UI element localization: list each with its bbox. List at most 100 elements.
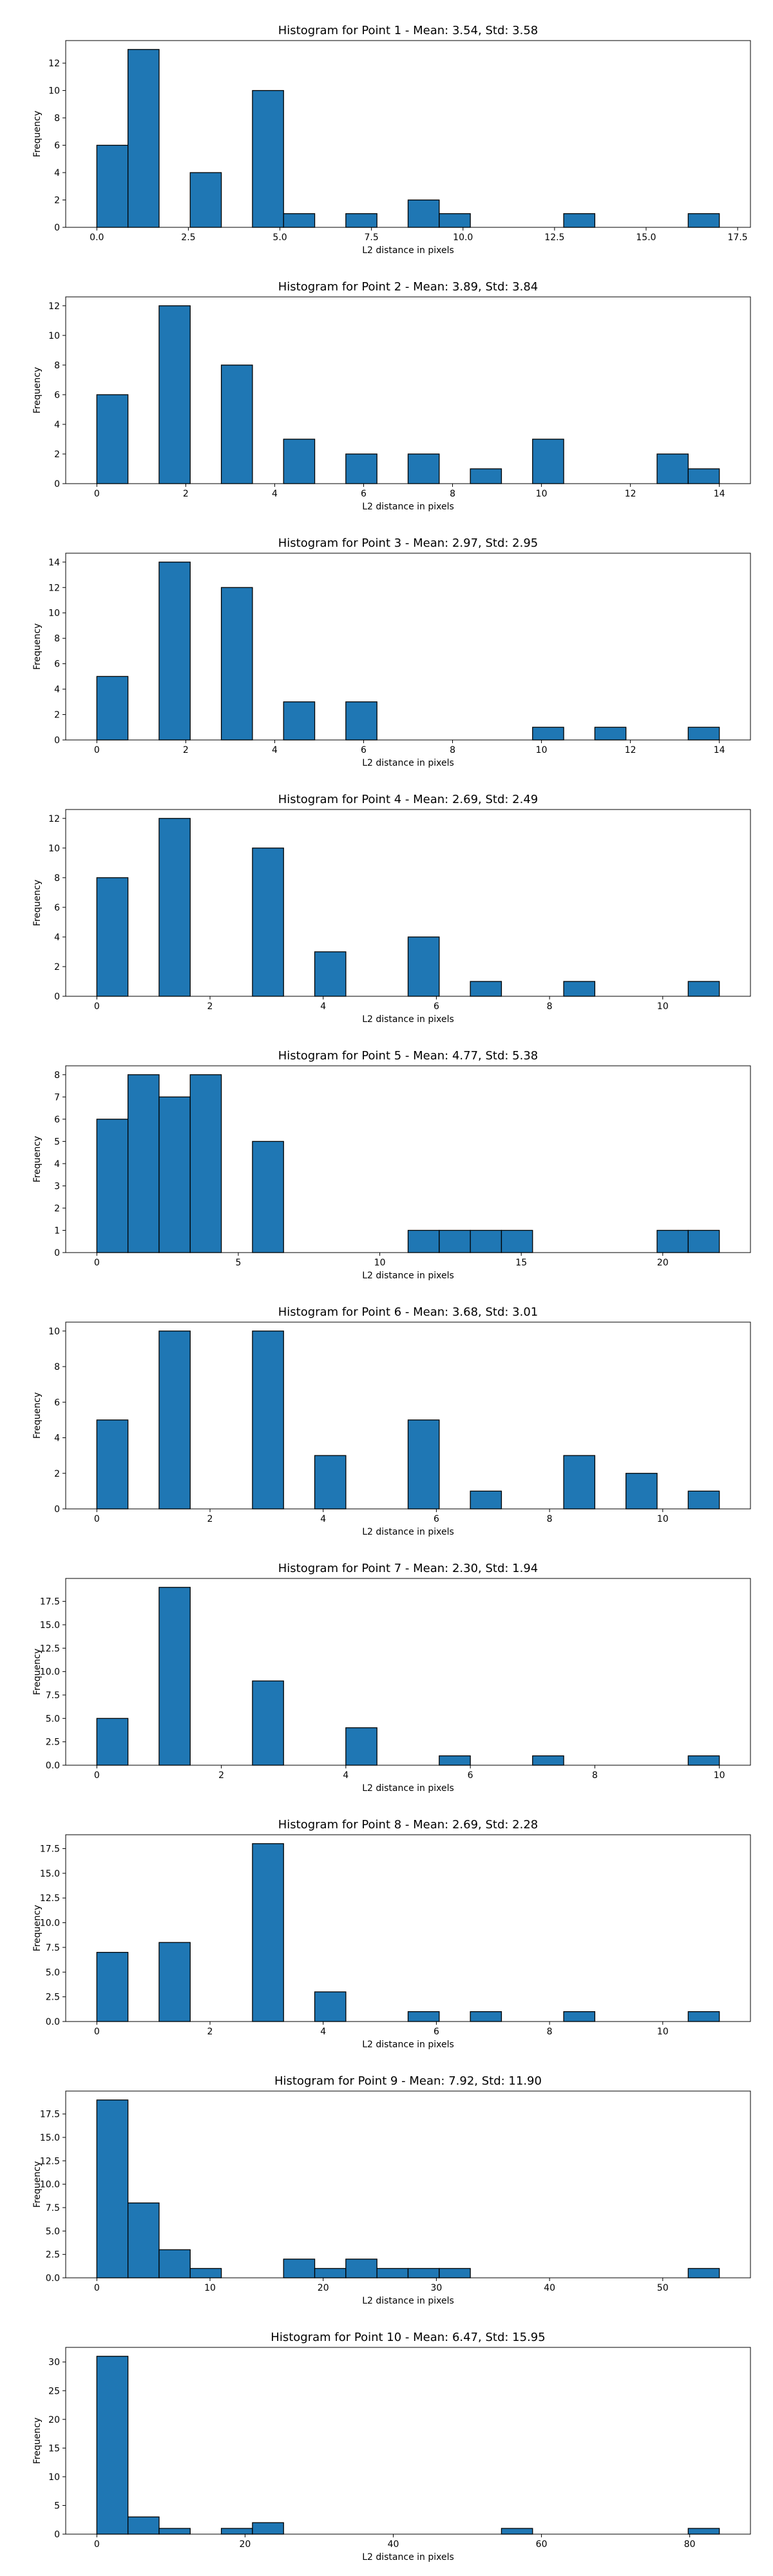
histogram-bar: [687, 1490, 720, 1510]
histogram-bar: [470, 981, 502, 997]
y-tick-label: 5.0: [46, 2226, 60, 2237]
y-tick-label: 17.5: [40, 1844, 60, 1854]
y-tick-label: 10.0: [40, 1918, 60, 1929]
histogram-bar: [345, 1727, 377, 1766]
histogram-bar: [252, 1843, 284, 2022]
x-tick-label: 0: [94, 489, 100, 499]
y-tick-label: 8: [54, 873, 60, 884]
x-tick-label: 10: [657, 2027, 669, 2037]
y-tick-label: 12.5: [40, 1643, 60, 1654]
x-tick-label: 0.0: [90, 232, 104, 243]
x-tick-label: 40: [388, 2539, 399, 2550]
x-tick-label: 4: [272, 489, 278, 499]
histogram-bar: [687, 726, 720, 741]
histogram-bar: [563, 1455, 596, 1510]
histogram-bar: [220, 2528, 253, 2535]
y-tick-label: 6: [54, 659, 60, 670]
histogram-bar: [407, 2011, 440, 2022]
histogram-bar: [158, 818, 191, 997]
x-tick-label: 8: [592, 1770, 598, 1781]
y-tick-label: 0.0: [46, 1761, 60, 1771]
histogram-panel-7: 0 2 4 6 8 10 0.0 2.5 5.0 7.5 10.0 12.5 15.0 17.5 Histo…: [32, 1562, 751, 1794]
y-tick-label: 4: [54, 933, 60, 943]
histogram-bar: [220, 587, 253, 741]
histogram-bar: [687, 2528, 720, 2535]
y-tick-label: 7.5: [46, 1690, 60, 1701]
histogram-bar: [501, 2528, 533, 2535]
y-tick-label: 12: [48, 59, 60, 69]
x-tick-label: 0: [94, 1514, 100, 1524]
chart-title: Histogram for Point 3 - Mean: 2.97, Std:…: [278, 536, 539, 550]
y-tick-label: 4: [54, 685, 60, 695]
x-axis-label: L2 distance in pixels: [362, 1783, 454, 1794]
x-axis-label: L2 distance in pixels: [362, 2552, 454, 2562]
histogram-bar: [283, 701, 316, 741]
x-tick-label: 12: [625, 745, 636, 755]
x-tick-label: 7.5: [365, 232, 379, 243]
x-tick-label: 5.0: [272, 232, 287, 243]
x-axis-label: L2 distance in pixels: [362, 502, 454, 512]
histogram-bar: [283, 213, 316, 228]
x-tick-label: 12: [625, 489, 636, 499]
x-tick-label: 20: [657, 1258, 669, 1268]
y-tick-label: 10.0: [40, 1667, 60, 1678]
histogram-bar: [127, 2516, 160, 2535]
x-tick-label: 5: [235, 1258, 241, 1268]
histogram-bar: [96, 144, 129, 228]
chart-title: Histogram for Point 7 - Mean: 2.30, Std:…: [278, 1562, 539, 1575]
y-axis-label: Frequency: [32, 880, 43, 926]
x-tick-label: 2: [183, 745, 189, 755]
x-tick-label: 17.5: [728, 232, 748, 243]
chart-title: Histogram for Point 5 - Mean: 4.77, Std:…: [278, 1049, 539, 1063]
x-tick-label: 80: [684, 2539, 696, 2550]
y-tick-label: 7.5: [46, 1943, 60, 1953]
y-tick-label: 14: [48, 558, 60, 568]
y-tick-label: 5: [54, 1137, 60, 1147]
plot-frame: [65, 40, 751, 228]
histogram-bar: [252, 90, 284, 228]
y-tick-label: 10.0: [40, 2180, 60, 2190]
histogram-bar: [563, 981, 596, 997]
y-tick-label: 5.0: [46, 1967, 60, 1978]
y-axis-label: Frequency: [32, 1905, 43, 1951]
histogram-bar: [687, 468, 720, 484]
x-tick-label: 0: [94, 2283, 100, 2293]
y-tick-label: 12: [48, 583, 60, 593]
x-tick-label: 8: [450, 745, 455, 755]
y-tick-label: 6: [54, 1115, 60, 1125]
histogram-bar: [563, 2011, 596, 2022]
y-tick-label: 10: [48, 1327, 60, 1337]
x-tick-label: 20: [318, 2283, 329, 2293]
x-axis-label: L2 distance in pixels: [362, 245, 454, 256]
histogram-bar: [439, 213, 471, 228]
x-tick-label: 10: [374, 1258, 386, 1268]
histogram-bar: [158, 2249, 191, 2278]
histogram-bar: [407, 1229, 440, 1253]
histogram-bar: [439, 1755, 471, 1766]
y-tick-label: 10: [48, 609, 60, 619]
x-tick-label: 6: [434, 2027, 439, 2037]
x-tick-label: 30: [431, 2283, 443, 2293]
y-axis-label: Frequency: [32, 111, 43, 157]
chart-title: Histogram for Point 1 - Mean: 3.54, Std:…: [278, 24, 539, 37]
histogram-bar: [501, 1229, 533, 1253]
histogram-bar: [252, 1331, 284, 1510]
chart-title: Histogram for Point 10 - Mean: 6.47, Std…: [271, 2331, 545, 2344]
x-tick-label: 50: [657, 2283, 669, 2293]
y-tick-label: 15.0: [40, 1869, 60, 1879]
x-tick-label: 0: [94, 745, 100, 755]
histogram-bar: [283, 2259, 316, 2278]
y-tick-label: 17.5: [40, 1597, 60, 1607]
histogram-bar: [314, 951, 347, 997]
histogram-bar: [687, 2268, 720, 2278]
x-tick-label: 12.5: [544, 232, 564, 243]
x-tick-label: 60: [536, 2539, 548, 2550]
histogram-panel-9: 0 10 20 30 40 50 0.0 2.5 5.0 7.5 10.0 12.5 15.0 17.5 H…: [32, 2074, 751, 2306]
histogram-bar: [189, 172, 222, 228]
y-tick-label: 8: [54, 1070, 60, 1081]
histogram-bar: [656, 1229, 689, 1253]
histogram-bar: [407, 1419, 440, 1510]
histogram-bar: [252, 2522, 284, 2535]
x-tick-label: 10: [204, 2283, 216, 2293]
histogram-bar: [625, 1473, 658, 1510]
